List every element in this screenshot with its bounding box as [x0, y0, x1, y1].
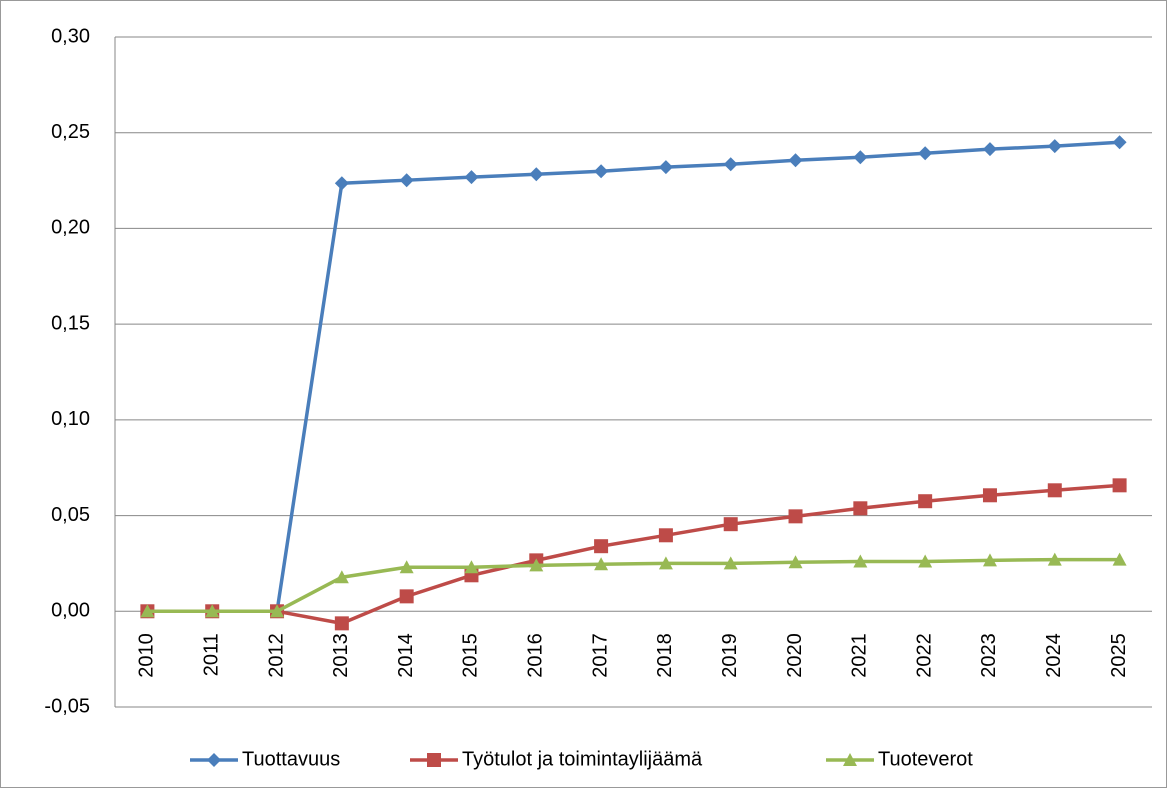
marker: [207, 753, 221, 767]
x-tick-label: 2018: [654, 633, 676, 678]
marker: [723, 556, 738, 570]
marker: [843, 753, 857, 766]
marker: [918, 494, 933, 509]
marker: [1112, 552, 1127, 566]
marker: [658, 556, 673, 570]
x-tick-label: 2013: [330, 633, 352, 678]
x-tick-label: 2025: [1108, 633, 1130, 678]
x-tick-label: 2019: [719, 633, 741, 678]
marker: [1047, 483, 1062, 498]
marker: [918, 146, 933, 161]
marker: [529, 167, 544, 182]
marker: [529, 558, 544, 572]
marker: [427, 753, 441, 767]
marker: [788, 555, 803, 569]
legend-label: Tuottavuus: [242, 748, 340, 770]
marker: [853, 150, 868, 165]
y-tick-label: 0,15: [51, 312, 90, 334]
legend-label: Tuoteverot: [878, 748, 973, 770]
marker: [723, 517, 738, 532]
marker: [594, 557, 609, 571]
x-tick-label: 2010: [136, 633, 158, 678]
marker: [1112, 478, 1127, 493]
series-line: [147, 557, 1120, 614]
marker: [399, 589, 414, 604]
marker: [594, 539, 609, 554]
x-tick-label: 2015: [460, 633, 482, 678]
marker: [1047, 139, 1062, 154]
x-tick-label: 2017: [589, 633, 611, 678]
x-tick-label: 2021: [849, 633, 871, 678]
y-tick-label: 0,30: [51, 25, 90, 47]
series-line: [147, 483, 1120, 626]
marker: [270, 604, 285, 618]
x-tick-label: 2011: [201, 633, 223, 676]
marker: [658, 528, 673, 543]
marker: [853, 501, 868, 516]
y-tick-label: 0,05: [51, 504, 90, 526]
marker: [594, 164, 609, 179]
y-tick-label: 0,00: [51, 600, 90, 622]
x-tick-label: 2012: [265, 633, 287, 678]
marker: [464, 170, 479, 185]
marker: [334, 616, 349, 631]
y-tick-label: -0,05: [44, 695, 90, 717]
series-line: [147, 140, 1120, 614]
legend-label: Työtulot ja toimintaylijäämä: [462, 748, 703, 770]
marker: [399, 173, 414, 188]
y-tick-label: 0,20: [51, 217, 90, 239]
marker: [1047, 552, 1062, 566]
marker: [982, 488, 997, 503]
x-tick-label: 2023: [978, 633, 1000, 678]
marker: [658, 160, 673, 175]
marker: [982, 142, 997, 157]
marker: [399, 560, 414, 574]
marker: [205, 604, 220, 618]
y-tick-label: 0,10: [51, 408, 90, 430]
marker: [853, 554, 868, 568]
marker: [723, 157, 738, 172]
marker: [918, 554, 933, 568]
marker: [140, 604, 155, 618]
marker: [334, 176, 349, 191]
marker: [1112, 135, 1127, 150]
marker: [334, 570, 349, 584]
marker: [788, 509, 803, 524]
marker: [464, 560, 479, 574]
x-tick-label: 2014: [395, 633, 417, 678]
marker: [982, 553, 997, 567]
x-tick-label: 2016: [525, 633, 547, 678]
x-tick-label: 2020: [784, 633, 806, 678]
marker: [788, 153, 803, 168]
x-tick-label: 2024: [1043, 633, 1065, 678]
y-tick-label: 0,25: [51, 121, 90, 143]
x-tick-label: 2022: [913, 633, 935, 678]
